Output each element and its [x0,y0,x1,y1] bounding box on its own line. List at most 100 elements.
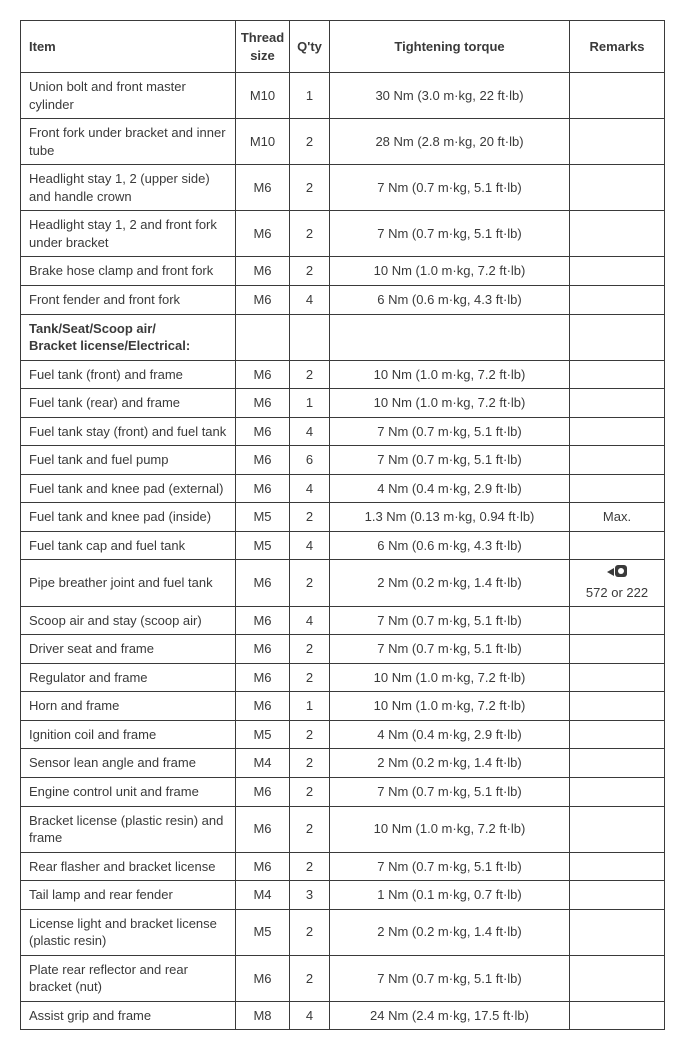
cell-item: Assist grip and frame [21,1001,236,1030]
table-row: Plate rear reflector and rear bracket (n… [21,955,665,1001]
cell-qty: 2 [290,503,330,532]
cell-item: Union bolt and front master cylinder [21,73,236,119]
col-header-item: Item [21,21,236,73]
cell-qty: 2 [290,257,330,286]
cell-remarks [570,286,665,315]
cell-remarks [570,881,665,910]
cell-thread-size: M6 [236,635,290,664]
cell-qty: 4 [290,531,330,560]
cell-item: Fuel tank (front) and frame [21,360,236,389]
cell-torque: 10 Nm (1.0 m·kg, 7.2 ft·lb) [330,806,570,852]
cell-qty: 6 [290,446,330,475]
cell-qty: 4 [290,286,330,315]
cell-item: License light and bracket license (plast… [21,909,236,955]
cell-remarks: 572 or 222 [570,560,665,606]
cell-item: Fuel tank cap and fuel tank [21,531,236,560]
cell-remarks: Max. [570,503,665,532]
table-row: Brake hose clamp and front forkM6210 Nm … [21,257,665,286]
table-row: Fuel tank (rear) and frameM6110 Nm (1.0 … [21,389,665,418]
cell-qty [290,314,330,360]
table-row: Regulator and frameM6210 Nm (1.0 m·kg, 7… [21,663,665,692]
cell-qty: 4 [290,474,330,503]
section-header: Tank/Seat/Scoop air/Bracket license/Elec… [21,314,236,360]
cell-thread-size: M10 [236,119,290,165]
table-row: Tank/Seat/Scoop air/Bracket license/Elec… [21,314,665,360]
cell-torque: 10 Nm (1.0 m·kg, 7.2 ft·lb) [330,389,570,418]
cell-remarks [570,909,665,955]
cell-thread-size: M5 [236,909,290,955]
cell-remarks [570,663,665,692]
table-row: Front fender and front forkM646 Nm (0.6 … [21,286,665,315]
cell-thread-size: M6 [236,955,290,1001]
cell-qty: 2 [290,852,330,881]
cell-item: Headlight stay 1, 2 and front fork under… [21,211,236,257]
cell-thread-size: M6 [236,165,290,211]
cell-item: Rear flasher and bracket license [21,852,236,881]
cell-thread-size: M6 [236,560,290,606]
cell-thread-size: M6 [236,389,290,418]
cell-qty: 2 [290,909,330,955]
cell-remarks [570,635,665,664]
cell-thread-size: M8 [236,1001,290,1030]
cell-thread-size: M6 [236,360,290,389]
cell-remarks [570,852,665,881]
cell-thread-size: M6 [236,692,290,721]
cell-torque: 10 Nm (1.0 m·kg, 7.2 ft·lb) [330,257,570,286]
table-row: Engine control unit and frameM627 Nm (0.… [21,777,665,806]
cell-remarks [570,777,665,806]
cell-qty: 2 [290,119,330,165]
torque-spec-table: Item Thread size Q'ty Tightening torque … [20,20,665,1030]
cell-torque: 7 Nm (0.7 m·kg, 5.1 ft·lb) [330,446,570,475]
cell-qty: 4 [290,1001,330,1030]
cell-torque: 7 Nm (0.7 m·kg, 5.1 ft·lb) [330,606,570,635]
cell-torque: 2 Nm (0.2 m·kg, 1.4 ft·lb) [330,749,570,778]
cell-item: Regulator and frame [21,663,236,692]
table-row: Fuel tank (front) and frameM6210 Nm (1.0… [21,360,665,389]
cell-item: Headlight stay 1, 2 (upper side) and han… [21,165,236,211]
cell-qty: 2 [290,749,330,778]
cell-remarks [570,692,665,721]
cell-remarks [570,119,665,165]
cell-item: Engine control unit and frame [21,777,236,806]
cell-remarks [570,389,665,418]
cell-remarks [570,720,665,749]
cell-thread-size: M6 [236,257,290,286]
cell-torque: 7 Nm (0.7 m·kg, 5.1 ft·lb) [330,852,570,881]
cell-thread-size: M6 [236,777,290,806]
cell-remarks [570,360,665,389]
cell-thread-size: M6 [236,806,290,852]
cell-torque: 7 Nm (0.7 m·kg, 5.1 ft·lb) [330,211,570,257]
cell-item: Sensor lean angle and frame [21,749,236,778]
cell-remarks [570,606,665,635]
cell-torque: 10 Nm (1.0 m·kg, 7.2 ft·lb) [330,663,570,692]
cell-torque: 28 Nm (2.8 m·kg, 20 ft·lb) [330,119,570,165]
cell-qty: 2 [290,663,330,692]
table-row: Pipe breather joint and fuel tankM622 Nm… [21,560,665,606]
cell-torque: 10 Nm (1.0 m·kg, 7.2 ft·lb) [330,692,570,721]
cell-torque: 7 Nm (0.7 m·kg, 5.1 ft·lb) [330,417,570,446]
cell-qty: 2 [290,806,330,852]
cell-remarks [570,531,665,560]
cell-remarks [570,257,665,286]
cell-item: Ignition coil and frame [21,720,236,749]
cell-item: Brake hose clamp and front fork [21,257,236,286]
cell-item: Fuel tank and fuel pump [21,446,236,475]
cell-qty: 2 [290,720,330,749]
col-header-size: Thread size [236,21,290,73]
cell-remarks [570,1001,665,1030]
cell-item: Fuel tank and knee pad (external) [21,474,236,503]
col-header-remarks: Remarks [570,21,665,73]
col-header-torque: Tightening torque [330,21,570,73]
cell-thread-size: M6 [236,211,290,257]
table-row: Headlight stay 1, 2 (upper side) and han… [21,165,665,211]
table-row: Sensor lean angle and frameM422 Nm (0.2 … [21,749,665,778]
cell-qty: 2 [290,165,330,211]
table-row: Fuel tank and knee pad (external)M644 Nm… [21,474,665,503]
cell-torque: 2 Nm (0.2 m·kg, 1.4 ft·lb) [330,560,570,606]
cell-remarks [570,955,665,1001]
cell-torque: 30 Nm (3.0 m·kg, 22 ft·lb) [330,73,570,119]
cell-torque: 2 Nm (0.2 m·kg, 1.4 ft·lb) [330,909,570,955]
cell-qty: 2 [290,777,330,806]
cell-qty: 2 [290,560,330,606]
cell-thread-size [236,314,290,360]
